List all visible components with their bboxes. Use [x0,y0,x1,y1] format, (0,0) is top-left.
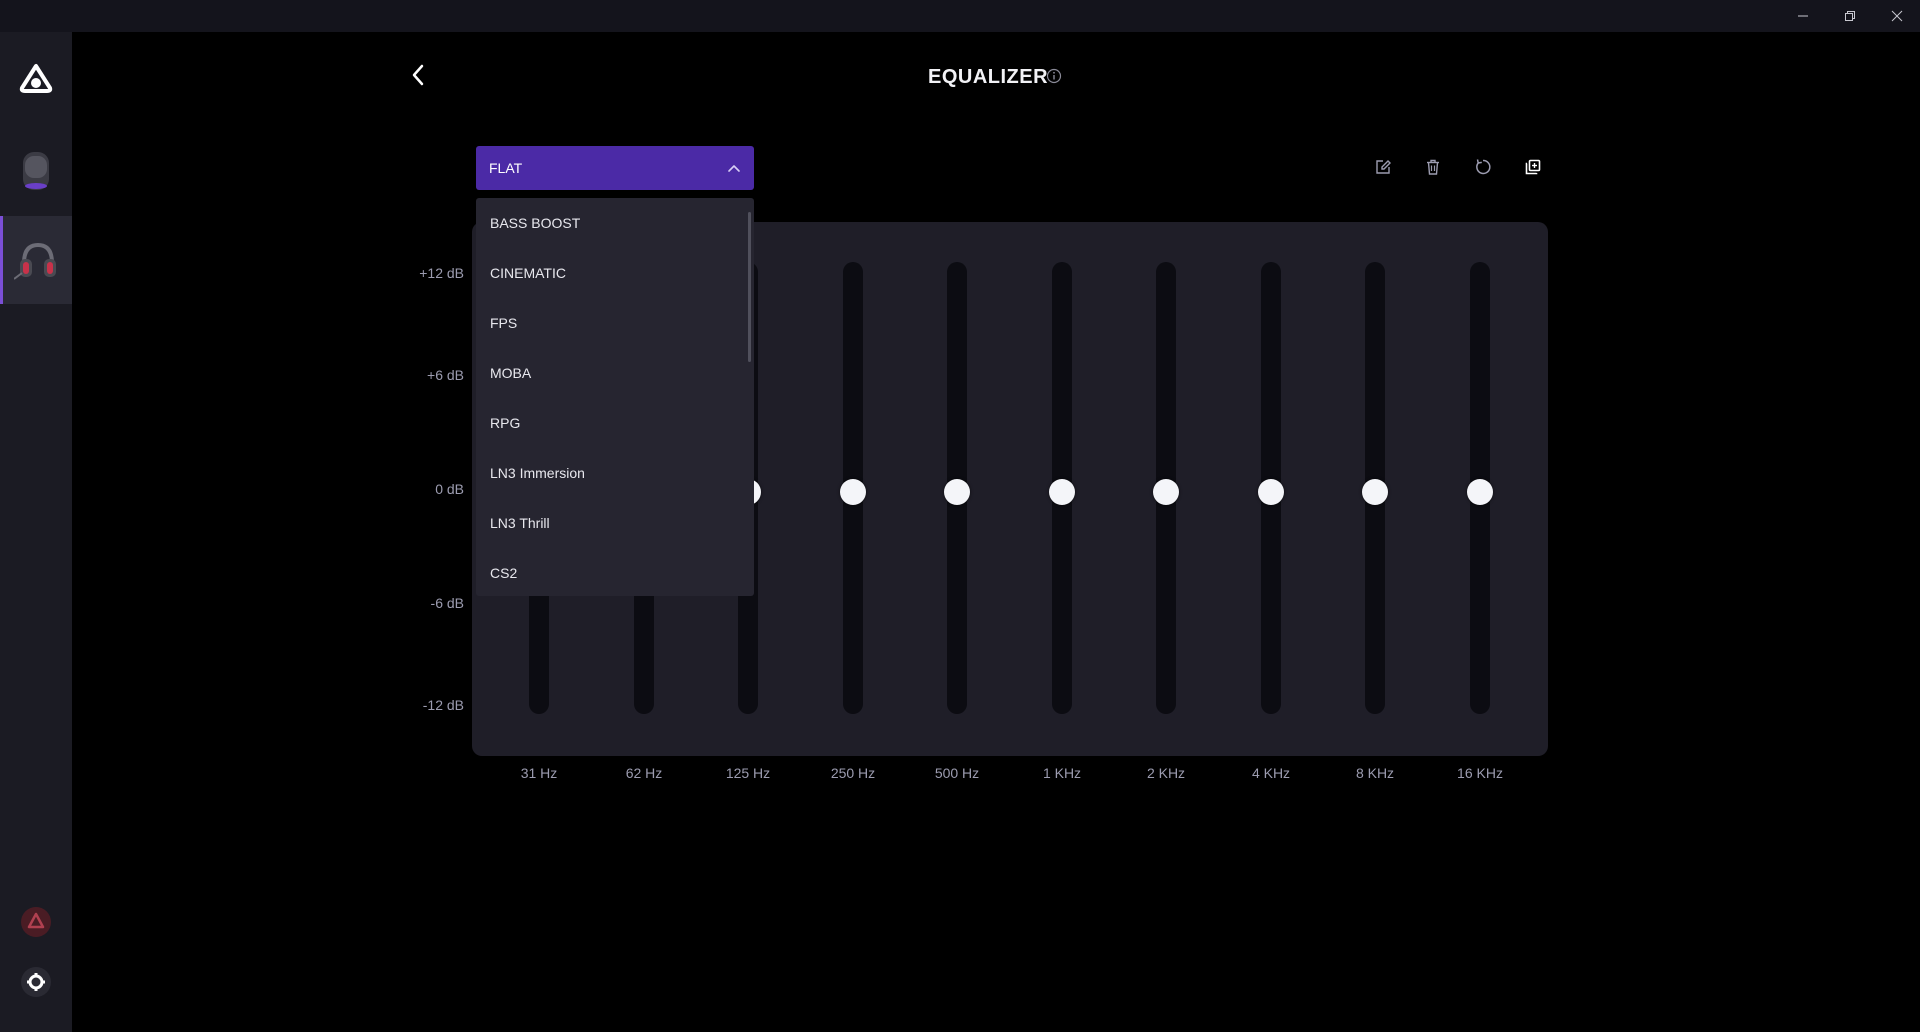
preset-selected-label: FLAT [489,160,523,176]
eq-freq-label-500-hz: 500 Hz [934,765,980,781]
page-title: EQUALIZER [928,65,1049,88]
eq-freq-label-62-hz: 62 Hz [625,765,663,781]
preset-option-cs2[interactable]: CS2 [490,565,518,581]
db-label-plus6: +6 dB [427,367,464,383]
chevron-up-icon [728,165,740,172]
eq-knob-250-hz[interactable] [840,479,866,505]
reset-icon[interactable] [1470,154,1496,180]
db-label-minus6: -6 dB [430,595,464,611]
eq-freq-label-4-khz: 4 KHz [1251,765,1291,781]
db-label-zero: 0 dB [435,481,464,497]
preset-option-cinematic[interactable]: CINEMATIC [490,265,566,281]
eq-knob-8-khz[interactable] [1362,479,1388,505]
eq-knob-4-khz[interactable] [1258,479,1284,505]
preset-option-rpg[interactable]: RPG [490,415,521,431]
restore-icon[interactable] [1827,0,1873,32]
edit-icon[interactable] [1370,154,1396,180]
db-label-minus12: -12 dB [422,697,464,713]
speaker-device-icon[interactable] [0,127,72,215]
title-bar [0,0,1920,32]
headset-device-icon[interactable] [0,216,72,304]
account-icon[interactable] [0,878,72,966]
copy-icon[interactable] [1520,154,1546,180]
chevron-left-icon [412,64,424,86]
db-label-plus12: +12 dB [419,265,464,281]
preset-dropdown: BASS BOOST CINEMATIC FPS MOBA RPG LN3 Im… [476,198,754,596]
preset-option-ln3-immersion[interactable]: LN3 Immersion [490,465,585,481]
eq-freq-label-8-khz: 8 KHz [1355,765,1395,781]
eq-freq-label-1-khz: 1 KHz [1042,765,1082,781]
eq-knob-500-hz[interactable] [944,479,970,505]
delete-icon[interactable] [1420,154,1446,180]
preset-option-moba[interactable]: MOBA [490,365,532,381]
preset-option-bass-boost[interactable]: BASS BOOST [490,215,581,231]
eq-freq-label-31-hz: 31 Hz [520,765,558,781]
eq-knob-1-khz[interactable] [1049,479,1075,505]
eq-knob-16-khz[interactable] [1467,479,1493,505]
dropdown-scrollbar[interactable] [748,212,751,362]
brand-logo-icon[interactable] [0,35,72,123]
sidebar [0,32,72,1032]
close-icon[interactable] [1874,0,1920,32]
eq-knob-2-khz[interactable] [1153,479,1179,505]
eq-freq-label-16-khz: 16 KHz [1457,765,1503,781]
preset-select[interactable]: FLAT [476,146,754,190]
preset-option-fps[interactable]: FPS [490,315,518,331]
eq-freq-label-250-hz: 250 Hz [830,765,876,781]
gear-icon[interactable] [0,938,72,1026]
eq-freq-label-2-khz: 2 KHz [1146,765,1186,781]
preset-option-ln3-thrill[interactable]: LN3 Thrill [490,515,550,531]
back-button[interactable] [404,58,432,92]
info-icon[interactable] [1046,68,1062,84]
eq-freq-label-125-hz: 125 Hz [725,765,771,781]
minimize-icon[interactable] [1780,0,1826,32]
